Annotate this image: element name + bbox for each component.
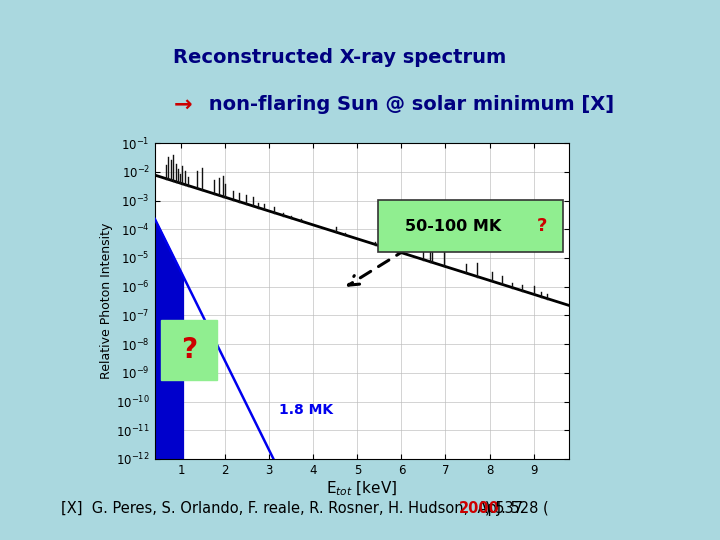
Text: ?: ? (536, 217, 547, 235)
Text: Reconstructed X-ray spectrum: Reconstructed X-ray spectrum (174, 48, 507, 67)
Text: 2000: 2000 (459, 501, 500, 516)
Text: →: → (174, 95, 192, 115)
Text: non-flaring Sun @ solar minimum [X]: non-flaring Sun @ solar minimum [X] (202, 96, 615, 114)
Y-axis label: Relative Photon Intensity: Relative Photon Intensity (100, 223, 113, 379)
FancyBboxPatch shape (379, 200, 562, 252)
FancyBboxPatch shape (161, 320, 217, 380)
Text: 1.8 MK: 1.8 MK (279, 403, 333, 417)
X-axis label: E$_{tot}$ [keV]: E$_{tot}$ [keV] (326, 480, 397, 498)
Text: ?: ? (181, 336, 197, 364)
Text: 50-100 MK: 50-100 MK (405, 219, 501, 234)
Text: ) 537: ) 537 (485, 501, 523, 516)
Text: [X]  G. Peres, S. Orlando, F. reale, R. Rosner, H. Hudson,  ApJ. 528 (: [X] G. Peres, S. Orlando, F. reale, R. R… (61, 501, 549, 516)
